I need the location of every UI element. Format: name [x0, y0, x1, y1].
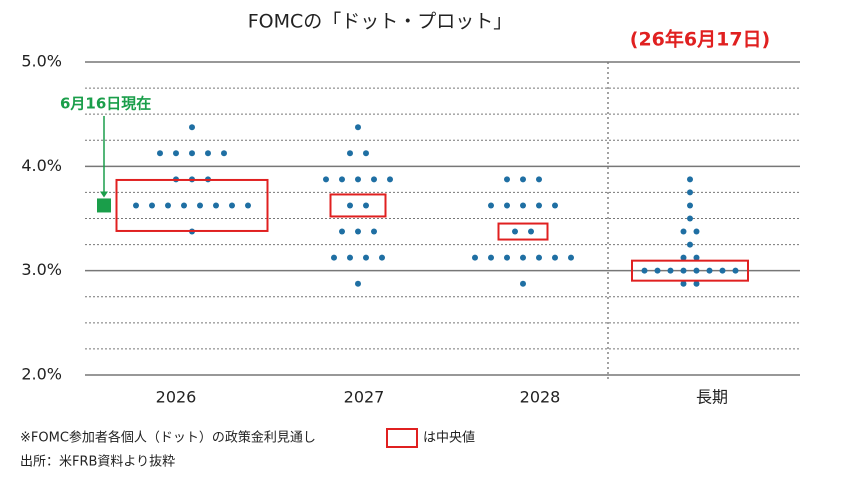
x-tick-label: 2028	[520, 388, 561, 407]
dot	[245, 202, 251, 209]
dot	[693, 228, 700, 235]
median-box	[497, 222, 549, 241]
dot	[347, 202, 353, 209]
dot	[323, 176, 329, 183]
dot	[552, 254, 558, 261]
dot	[205, 150, 211, 157]
dot	[732, 267, 739, 274]
source: 出所：米FRB資料より抜粋	[20, 454, 175, 470]
dot	[165, 202, 171, 209]
dot	[680, 267, 687, 274]
dot	[680, 254, 687, 261]
dot	[536, 254, 542, 261]
footnote: ※FOMC参加者各個人（ドット）の政策金利見通し	[20, 430, 316, 446]
median-box	[115, 178, 269, 232]
dot	[693, 267, 700, 274]
dot	[693, 280, 700, 287]
dot	[680, 280, 687, 287]
dot	[488, 202, 494, 209]
dot	[331, 254, 337, 261]
dot	[387, 176, 393, 183]
dot	[520, 280, 526, 287]
dot	[536, 176, 542, 183]
legend-box	[386, 428, 418, 448]
y-tick-label: 2.0%	[21, 365, 62, 384]
dot	[472, 254, 478, 261]
dot	[363, 202, 369, 209]
dot	[189, 150, 195, 157]
dot	[221, 150, 227, 157]
dot	[149, 202, 155, 209]
dot	[504, 176, 510, 183]
dot	[363, 150, 369, 157]
chart-title: FOMCの「ドット・プロット」	[248, 11, 513, 33]
dot	[504, 202, 510, 209]
dot	[189, 124, 195, 131]
dot	[568, 254, 574, 261]
dot	[687, 202, 693, 209]
dot	[379, 254, 385, 261]
dot	[654, 267, 661, 274]
dot	[197, 202, 203, 209]
dot	[641, 267, 648, 274]
date-note: (26年6月17日)	[630, 28, 770, 51]
dot	[680, 228, 687, 235]
dot	[520, 176, 526, 183]
dot	[687, 176, 693, 183]
dot	[181, 202, 187, 209]
dot	[363, 254, 369, 261]
dot	[347, 150, 353, 157]
median-box	[631, 259, 749, 282]
dot	[133, 202, 139, 209]
dot	[339, 228, 345, 235]
current-arrowhead	[100, 191, 108, 198]
dot	[719, 267, 726, 274]
dot	[667, 267, 674, 274]
dot	[355, 124, 361, 131]
y-tick-label: 4.0%	[21, 156, 62, 175]
x-tick-label: 2026	[156, 388, 197, 407]
current-label: 6月16日現在	[60, 95, 151, 113]
current-marker	[97, 198, 111, 213]
dot	[347, 254, 353, 261]
y-tick-label: 3.0%	[21, 260, 62, 279]
dot	[687, 241, 693, 248]
dot	[157, 150, 163, 157]
dot	[512, 228, 518, 235]
dot	[520, 254, 526, 261]
dot	[355, 280, 361, 287]
dot	[706, 267, 713, 274]
x-tick-label: 長期	[696, 388, 728, 407]
x-tick-label: 2027	[344, 388, 385, 407]
dot	[536, 202, 542, 209]
dot	[520, 202, 526, 209]
dot	[687, 215, 693, 222]
legend-label: は中央値	[423, 430, 475, 446]
dot	[371, 176, 377, 183]
dot	[528, 228, 534, 235]
dot	[488, 254, 494, 261]
dot	[229, 202, 235, 209]
y-tick-label: 5.0%	[21, 52, 62, 71]
dot	[213, 202, 219, 209]
dot	[355, 176, 361, 183]
dot	[687, 189, 693, 196]
dot	[371, 228, 377, 235]
dot	[173, 150, 179, 157]
dot	[355, 228, 361, 235]
dot	[339, 176, 345, 183]
dot	[552, 202, 558, 209]
dot	[693, 254, 700, 261]
median-box	[329, 193, 387, 218]
dot	[504, 254, 510, 261]
